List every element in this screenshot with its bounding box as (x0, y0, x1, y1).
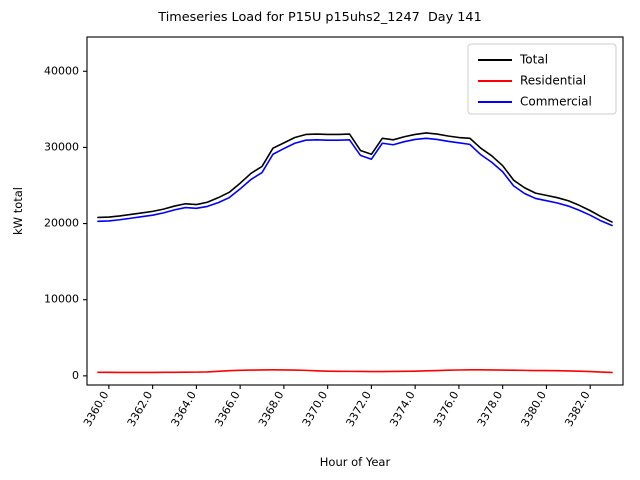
series-line-total (97, 132, 613, 223)
y-tick-label: 40000 (44, 64, 79, 77)
x-tick-label: 3366.0 (212, 389, 243, 429)
x-tick-label: 3378.0 (475, 389, 506, 429)
x-tick-label: 3360.0 (81, 389, 112, 429)
x-tick-label: 3372.0 (343, 389, 374, 429)
x-axis-label: Hour of Year (320, 455, 391, 469)
x-tick-label: 3382.0 (562, 389, 593, 429)
plot-frame (86, 36, 624, 386)
chart-title: Timeseries Load for P15U p15uhs2_1247 Da… (158, 10, 482, 25)
series-line-residential (97, 369, 613, 374)
y-tick-label: 0 (72, 369, 79, 382)
legend-label-residential: Residential (520, 74, 586, 88)
x-tick-label: 3376.0 (431, 389, 462, 429)
y-axis-label: kW total (11, 187, 25, 235)
x-tick-label: 3364.0 (168, 389, 199, 429)
x-tick-label: 3380.0 (519, 389, 550, 429)
legend-label-commercial: Commercial (520, 95, 592, 109)
legend-box (467, 43, 617, 115)
y-tick-label: 20000 (44, 217, 79, 230)
x-tick-label: 3370.0 (300, 389, 331, 429)
y-tick-label: 30000 (44, 140, 79, 153)
x-tick-label: 3362.0 (125, 389, 156, 429)
x-tick-label: 3374.0 (387, 389, 418, 429)
series-line-commercial (97, 137, 613, 227)
y-tick-label: 10000 (44, 293, 79, 306)
x-tick-label: 3368.0 (256, 389, 287, 429)
legend-label-total: Total (519, 53, 548, 67)
